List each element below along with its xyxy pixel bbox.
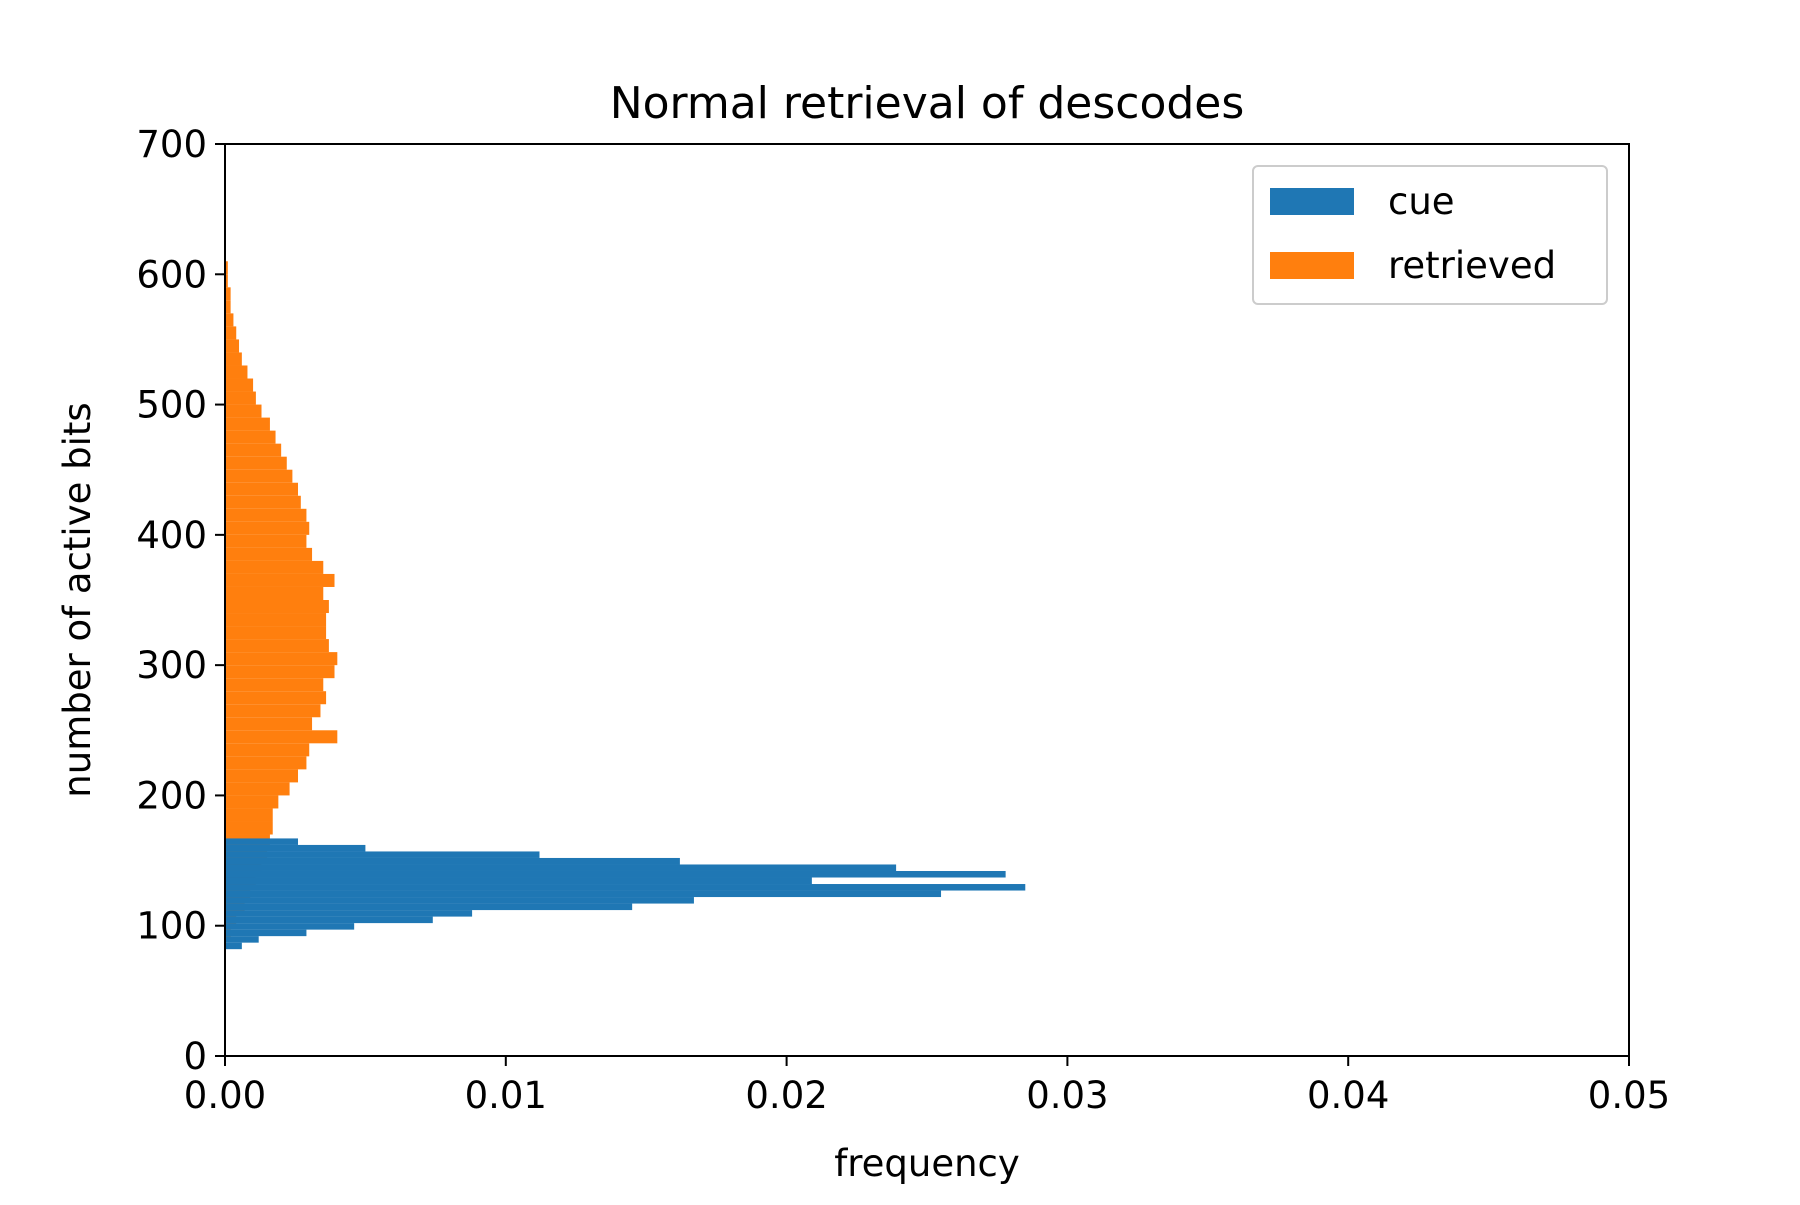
bar-cue-3	[225, 923, 355, 930]
bar-retrieved-46	[225, 326, 237, 340]
bar-cue-9	[225, 884, 1026, 891]
y-tick-label-6: 600	[136, 253, 207, 296]
legend-swatch-retrieved	[1270, 252, 1354, 279]
bar-retrieved-26	[225, 586, 324, 600]
bar-retrieved-23	[225, 626, 327, 640]
x-tick-label-1: 0.01	[465, 1074, 547, 1117]
bar-retrieved-21	[225, 652, 338, 666]
bar-retrieved-10	[225, 795, 279, 809]
bar-cue-4	[225, 916, 433, 924]
bar-retrieved-32	[225, 508, 307, 522]
bar-retrieved-38	[225, 430, 276, 444]
bar-retrieved-30	[225, 534, 307, 548]
legend-swatch-cue	[1270, 188, 1354, 215]
bar-retrieved-50	[225, 274, 228, 288]
bar-retrieved-24	[225, 613, 327, 627]
legend: cue retrieved	[1252, 165, 1608, 305]
bar-retrieved-22	[225, 639, 329, 653]
bar-retrieved-13	[225, 756, 307, 770]
bar-retrieved-45	[225, 339, 240, 353]
bar-cue-11	[225, 870, 1006, 878]
bar-retrieved-51	[225, 261, 228, 275]
bar-cue-7	[225, 897, 694, 904]
bar-retrieved-41	[225, 391, 256, 405]
y-tick-label-2: 200	[136, 774, 207, 817]
bar-cue-6	[225, 903, 633, 911]
bar-retrieved-36	[225, 456, 287, 470]
bar-retrieved-11	[225, 782, 290, 796]
y-tick-label-5: 500	[136, 384, 207, 427]
bar-retrieved-40	[225, 404, 262, 418]
bar-retrieved-17	[225, 704, 321, 718]
bar-retrieved-42	[225, 378, 254, 392]
bar-retrieved-31	[225, 521, 310, 535]
y-tick-label-1: 100	[136, 905, 207, 948]
bar-retrieved-34	[225, 482, 299, 496]
bar-retrieved-20	[225, 665, 335, 679]
bar-retrieved-47	[225, 313, 234, 327]
x-tick-label-4: 0.04	[1307, 1074, 1389, 1117]
bar-retrieved-44	[225, 352, 242, 366]
bar-retrieved-9	[225, 808, 273, 822]
bar-retrieved-25	[225, 600, 329, 614]
bar-cue-0	[225, 942, 242, 950]
bar-retrieved-8	[225, 821, 273, 835]
x-tick-label-5: 0.05	[1588, 1074, 1670, 1117]
legend-label-cue: cue	[1388, 180, 1455, 223]
bar-retrieved-35	[225, 469, 293, 483]
bar-retrieved-29	[225, 547, 313, 561]
bar-retrieved-39	[225, 417, 270, 431]
bar-retrieved-18	[225, 691, 327, 705]
bar-retrieved-14	[225, 743, 310, 757]
bar-retrieved-48	[225, 300, 231, 314]
bar-retrieved-37	[225, 443, 282, 457]
bar-retrieved-12	[225, 769, 299, 783]
y-tick-label-7: 700	[136, 123, 207, 166]
x-tick-label-2: 0.02	[745, 1074, 827, 1117]
bar-cue-10	[225, 877, 812, 885]
ticks-layer: 0.00 0.01 0.02 0.03 0.04 0.05 0 100 200 300 400 500…	[136, 123, 1670, 1117]
bar-cue-16	[225, 838, 299, 845]
bars-layer	[225, 261, 1026, 950]
bar-retrieved-27	[225, 573, 335, 587]
bar-retrieved-33	[225, 495, 301, 509]
bar-retrieved-43	[225, 365, 248, 379]
bar-retrieved-28	[225, 560, 324, 574]
bar-retrieved-16	[225, 717, 313, 731]
bar-cue-13	[225, 857, 680, 865]
y-tick-label-3: 300	[136, 644, 207, 687]
y-tick-label-4: 400	[136, 514, 207, 557]
bar-cue-2	[225, 929, 307, 937]
bar-cue-8	[225, 890, 942, 898]
legend-label-retrieved: retrieved	[1388, 244, 1556, 287]
x-tick-label-3: 0.03	[1026, 1074, 1108, 1117]
x-tick-label-0: 0.00	[184, 1074, 266, 1117]
y-axis-label: number of active bits	[56, 402, 99, 797]
bar-retrieved-15	[225, 730, 338, 744]
bar-cue-14	[225, 851, 540, 858]
plot-area-frame	[224, 143, 1630, 1057]
bar-retrieved-19	[225, 678, 324, 692]
bar-cue-5	[225, 910, 473, 917]
chart-title: Normal retrieval of descodes	[610, 78, 1245, 129]
y-tick-label-0: 0	[183, 1035, 207, 1078]
bar-cue-15	[225, 844, 366, 852]
bar-retrieved-49	[225, 287, 231, 301]
bar-cue-12	[225, 864, 897, 871]
bar-cue-1	[225, 936, 259, 943]
x-axis-label: frequency	[834, 1142, 1020, 1185]
